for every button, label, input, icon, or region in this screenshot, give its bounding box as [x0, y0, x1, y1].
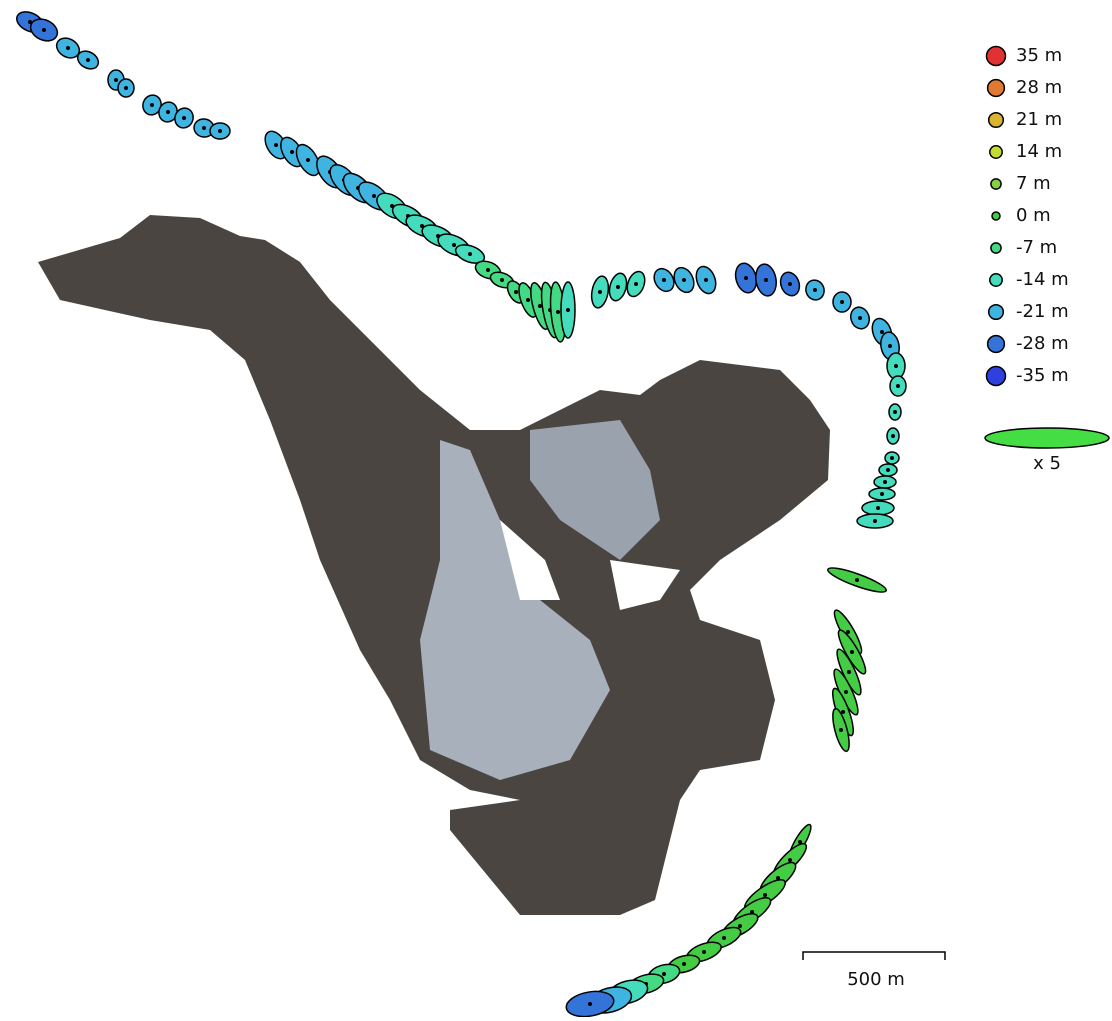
camera-center	[763, 893, 767, 897]
camera-center	[166, 110, 170, 114]
camera-center	[634, 282, 638, 286]
camera-center	[514, 290, 518, 294]
legend-label: -14 m	[1016, 269, 1069, 290]
camera-center	[880, 492, 884, 496]
legend-marker	[989, 113, 1004, 128]
camera-center	[274, 143, 278, 147]
camera-center	[722, 936, 726, 940]
camera-center	[844, 690, 848, 694]
legend-label: 7 m	[1016, 173, 1051, 194]
camera-center	[566, 308, 570, 312]
camera-center	[598, 290, 602, 294]
camera-center	[850, 650, 854, 654]
camera-center	[290, 150, 294, 154]
camera-center	[218, 129, 222, 133]
camera-center	[682, 962, 686, 966]
terrain	[38, 215, 830, 915]
legend-marker	[991, 179, 1001, 189]
camera-center	[855, 578, 859, 582]
camera-center	[150, 103, 154, 107]
camera-center	[372, 194, 376, 198]
camera-center	[500, 278, 504, 282]
legend-marker	[989, 305, 1004, 320]
camera-center	[896, 384, 900, 388]
legend-label: 21 m	[1016, 109, 1062, 130]
camera-center	[86, 58, 90, 62]
camera-center	[702, 950, 706, 954]
orthomosaic	[38, 215, 830, 915]
camera-center	[813, 288, 817, 292]
camera-location-map: 35 m 28 m 21 m 14 m 7 m 0 m -7 m -14 m -21 m -28 …	[0, 0, 1112, 1017]
camera-center	[306, 158, 310, 162]
legend: 35 m 28 m 21 m 14 m 7 m 0 m -7 m -14 m -21 m -28 …	[987, 45, 1069, 386]
legend-label: -28 m	[1016, 333, 1069, 354]
camera-center	[847, 670, 851, 674]
camera-center	[556, 310, 560, 314]
camera-center	[182, 116, 186, 120]
legend-marker	[988, 336, 1005, 353]
camera-center	[876, 506, 880, 510]
camera-center	[114, 78, 118, 82]
camera-center	[788, 858, 792, 862]
legend-marker	[988, 80, 1005, 97]
camera-center	[891, 434, 895, 438]
camera-center	[704, 278, 708, 282]
camera-center	[840, 300, 844, 304]
camera-center	[42, 28, 46, 32]
legend-label: 14 m	[1016, 141, 1062, 162]
camera-center	[468, 252, 472, 256]
camera-center	[894, 364, 898, 368]
camera-center	[839, 728, 843, 732]
camera-center	[124, 86, 128, 90]
camera-center	[890, 456, 894, 460]
legend-label: -35 m	[1016, 365, 1069, 386]
legend-marker	[987, 367, 1006, 386]
camera-center	[880, 330, 884, 334]
scale-bar	[803, 952, 945, 960]
camera-center	[858, 316, 862, 320]
legend-label: 35 m	[1016, 45, 1062, 66]
camera-center	[744, 276, 748, 280]
camera-center	[788, 282, 792, 286]
legend-marker	[992, 212, 1000, 220]
camera-center	[886, 468, 890, 472]
camera-center	[682, 278, 686, 282]
camera-center	[883, 480, 887, 484]
camera-center	[66, 46, 70, 50]
legend-marker	[990, 146, 1002, 158]
camera-center	[873, 519, 877, 523]
scale-ellipse	[985, 428, 1109, 448]
camera-center	[662, 972, 666, 976]
legend-label: -21 m	[1016, 301, 1069, 322]
scale-bar-label: 500 m	[847, 969, 905, 990]
legend-marker	[991, 243, 1001, 253]
camera-center	[662, 278, 666, 282]
camera-center	[893, 410, 897, 414]
camera-center	[452, 243, 456, 247]
camera-center	[588, 1002, 592, 1006]
camera-center	[764, 278, 768, 282]
camera-center	[526, 298, 530, 302]
legend-label: 0 m	[1016, 205, 1051, 226]
camera-center	[202, 126, 206, 130]
scale-factor: x 5	[1033, 453, 1061, 474]
legend-label: -7 m	[1016, 237, 1057, 258]
legend-marker	[990, 274, 1002, 286]
camera-center	[486, 268, 490, 272]
legend-marker	[987, 47, 1006, 66]
camera-center	[738, 924, 742, 928]
camera-center	[888, 344, 892, 348]
legend-label: 28 m	[1016, 77, 1062, 98]
camera-center	[616, 285, 620, 289]
